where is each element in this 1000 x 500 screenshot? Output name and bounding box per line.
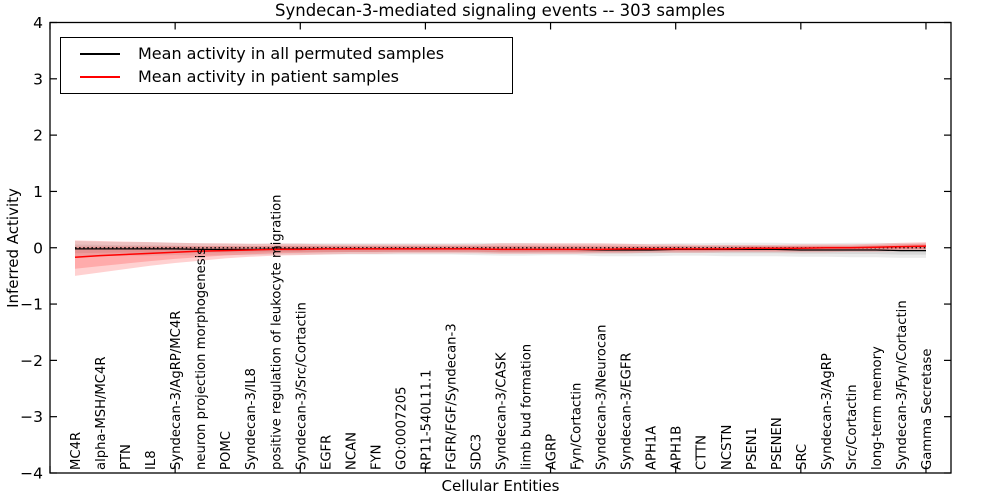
x-category-label: AGRP: [545, 434, 560, 470]
x-category-label: Syndecan-3/EGFR: [620, 352, 635, 470]
x-category-label: SDC3: [469, 434, 484, 470]
y-tick-label: −2: [20, 352, 43, 370]
x-category-label: RP11-540L11.1: [419, 369, 434, 470]
patient-line-swatch: [80, 76, 120, 79]
x-category-label: FYN: [369, 444, 384, 470]
x-category-label: Gamma Secretase: [920, 349, 935, 470]
legend-box: Mean activity in all permuted samples Me…: [60, 37, 513, 94]
x-category-label: CTTN: [695, 435, 710, 470]
x-category-label: neuron projection morphogenesis: [194, 248, 209, 470]
legend-entry-permuted: Mean activity in all permuted samples: [61, 43, 512, 63]
x-category-label: NCSTN: [720, 425, 735, 470]
y-tick-label: −3: [20, 408, 43, 426]
chart-title: Syndecan-3-mediated signaling events -- …: [275, 1, 725, 20]
x-category-label: positive regulation of leukocyte migrati…: [269, 194, 284, 470]
y-tick-label: 0: [33, 239, 43, 257]
x-category-label: Syndecan-3/AgRP/MC4R: [169, 311, 184, 470]
x-category-label: long-term memory: [870, 346, 885, 470]
y-axis-label: Inferred Activity: [4, 188, 22, 308]
x-category-label: limb bud formation: [520, 344, 535, 470]
x-category-label: FGFR/FGF/Syndecan-3: [444, 323, 459, 470]
x-category-label: NCAN: [344, 432, 359, 470]
x-axis-label: Cellular Entities: [441, 477, 560, 495]
y-tick-label: −4: [20, 465, 43, 483]
x-category-label: Syndecan-3/AgRP: [820, 353, 835, 470]
x-category-label: Syndecan-3/Neurocan: [595, 324, 610, 470]
permuted-line-swatch: [80, 52, 120, 55]
x-category-label: Syndecan-3/Fyn/Cortactin: [895, 300, 910, 470]
x-category-label: POMC: [219, 431, 234, 470]
y-tick-label: 3: [33, 70, 43, 88]
y-tick-label: 4: [33, 14, 43, 32]
patient-mean-line: [74, 245, 927, 259]
x-category-label: GO:0007205: [394, 386, 409, 470]
y-tick-label: 1: [33, 183, 43, 201]
x-category-label: Src/Cortactin: [845, 384, 860, 470]
x-category-label: Syndecan-3/IL8: [244, 368, 259, 470]
y-tick-label: −1: [20, 296, 43, 314]
x-category-label: Syndecan-3/CASK: [495, 352, 510, 470]
y-tick-label: 2: [33, 127, 43, 145]
x-category-label: PTN: [119, 444, 134, 470]
x-category-label: EGFR: [319, 435, 334, 470]
legend-entry-patient: Mean activity in patient samples: [61, 69, 512, 85]
x-category-label: alpha-MSH/MC4R: [94, 356, 109, 470]
x-category-label: APH1B: [670, 426, 685, 470]
legend-label: Mean activity in patient samples: [138, 67, 399, 87]
x-category-label: Fyn/Cortactin: [570, 383, 585, 470]
x-category-label: PSENEN: [770, 417, 785, 470]
x-category-label: APH1A: [645, 426, 660, 470]
legend-label: Mean activity in all permuted samples: [138, 43, 445, 63]
x-category-label: IL8: [144, 450, 159, 470]
x-category-label: SRC: [795, 444, 810, 470]
x-category-label: Syndecan-3/Src/Cortactin: [294, 302, 309, 470]
x-category-label: PSEN1: [745, 427, 760, 470]
x-category-label: MC4R: [69, 432, 84, 470]
